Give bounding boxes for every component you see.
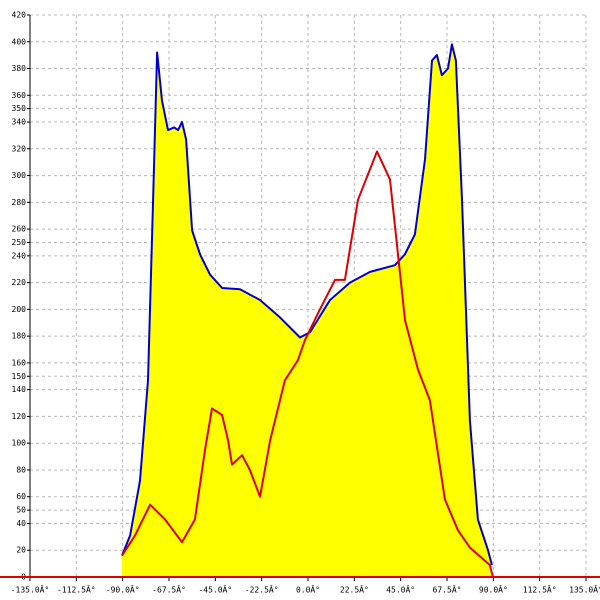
- y-tick-label: 350: [12, 104, 27, 113]
- y-tick-label: 160: [12, 358, 27, 367]
- y-tick-label: 200: [12, 305, 27, 314]
- y-tick-label: 50: [16, 506, 26, 515]
- y-tick-label: 400: [12, 37, 27, 46]
- y-tick-label: 420: [12, 11, 27, 20]
- x-tick-label: -67.5Â°: [152, 584, 186, 595]
- x-tick-label: -22.5Â°: [245, 584, 279, 595]
- x-tick-label: 22.5Â°: [340, 584, 369, 595]
- y-tick-label: 20: [16, 546, 26, 555]
- x-tick-label: -90.0Â°: [106, 584, 140, 595]
- x-tick-label: -135.0Â°: [11, 584, 50, 595]
- y-tick-label: 260: [12, 225, 27, 234]
- y-tick-label: 180: [12, 332, 27, 341]
- x-tick-label: 67.5Â°: [433, 584, 462, 595]
- x-tick-label: 135.0Â°: [569, 584, 600, 595]
- y-tick-label: 60: [16, 492, 26, 501]
- x-tick-label: -45.0Â°: [198, 584, 232, 595]
- y-tick-label: 280: [12, 198, 27, 207]
- y-tick-label: 40: [16, 519, 26, 528]
- y-tick-label: 150: [12, 372, 27, 381]
- y-tick-label: 300: [12, 171, 27, 180]
- y-tick-label: 120: [12, 412, 27, 421]
- y-tick-label: 80: [16, 465, 26, 474]
- x-tick-label: -112.5Â°: [57, 584, 96, 595]
- series-line: [121, 150, 494, 578]
- series-line: [121, 43, 493, 566]
- y-tick-label: 360: [12, 91, 27, 100]
- x-tick-label: 90.0Â°: [479, 584, 508, 595]
- y-tick-label: 140: [12, 385, 27, 394]
- y-tick-label: 100: [12, 439, 27, 448]
- y-tick-label: 240: [12, 251, 27, 260]
- y-tick-label: 320: [12, 144, 27, 153]
- y-tick-label: 250: [12, 238, 27, 247]
- x-tick-label: 112.5Â°: [523, 584, 557, 595]
- y-tick-label: 380: [12, 64, 27, 73]
- y-tick-label: 340: [12, 118, 27, 127]
- y-tick-label: 220: [12, 278, 27, 287]
- x-tick-label: 45.0Â°: [386, 584, 415, 595]
- x-tick-label: 0.0Â°: [296, 584, 320, 595]
- area-fill: [122, 44, 492, 577]
